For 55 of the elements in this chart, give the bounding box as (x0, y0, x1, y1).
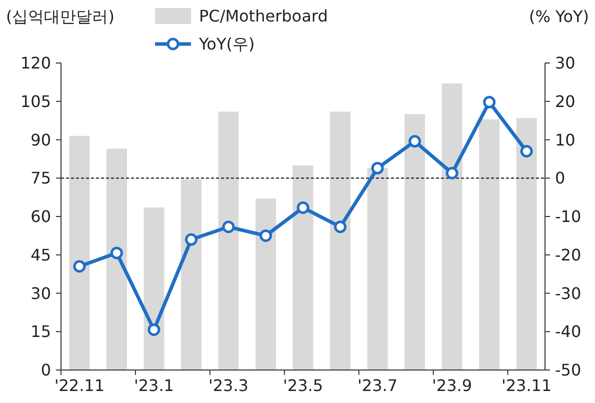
bar (292, 165, 314, 370)
x-tick-label: '22.11 (54, 376, 105, 395)
bar (69, 136, 90, 370)
legend-label: YoY(우) (198, 34, 255, 54)
x-tick-label: '23.7 (358, 376, 398, 395)
y-tick-label: 105 (20, 92, 51, 111)
bar (106, 148, 127, 370)
y2-tick-label: -40 (555, 322, 582, 342)
y-tick-label: 75 (30, 168, 51, 188)
point (184, 233, 198, 246)
y2-tick-label: 0 (555, 168, 566, 188)
y2-tick-label: -20 (555, 245, 582, 264)
point (334, 220, 347, 234)
y-tick-label: 120 (20, 54, 51, 73)
point (446, 166, 458, 180)
point (259, 229, 272, 242)
y2-tick-label: -50 (555, 360, 582, 380)
point (222, 220, 235, 234)
point (296, 201, 310, 214)
x-tick-label: '23.1 (134, 376, 174, 395)
point (408, 135, 422, 148)
point (110, 246, 123, 260)
point (73, 260, 86, 273)
y2-tick-label: 20 (555, 92, 576, 111)
point (148, 323, 160, 336)
y-axis-title: (십억대만달러) (6, 7, 114, 26)
y-tick-label: 30 (30, 284, 51, 303)
y2-tick-label: 10 (555, 130, 576, 150)
y-tick-label: 45 (30, 245, 51, 264)
y-tick-label: 0 (40, 360, 51, 380)
bar (330, 112, 351, 370)
bar (442, 83, 462, 370)
point (371, 162, 384, 174)
bar (479, 119, 500, 370)
x-tick-label: '23.5 (282, 376, 324, 395)
y2-tick-label: -10 (555, 207, 582, 226)
point (483, 96, 496, 108)
point (520, 145, 533, 158)
bar (218, 112, 239, 370)
bar (180, 179, 202, 370)
x-tick-label: '23.3 (208, 376, 248, 395)
y2-tick-label: -30 (555, 284, 582, 303)
y-tick-label: 90 (30, 130, 51, 150)
x-tick-label: '23.11 (501, 376, 552, 395)
y2-axis-title: (% YoY) (529, 7, 589, 26)
y-tick-label: 60 (30, 207, 51, 226)
x-tick-label: '23.9 (432, 376, 472, 395)
legend-label: PC/Motherboard (199, 6, 328, 26)
y-tick-label: 15 (30, 322, 51, 342)
bar (367, 168, 388, 370)
bar (144, 208, 164, 370)
bar (516, 118, 537, 370)
bar (255, 198, 276, 370)
bar (404, 114, 426, 370)
y2-tick-label: 30 (555, 54, 576, 73)
